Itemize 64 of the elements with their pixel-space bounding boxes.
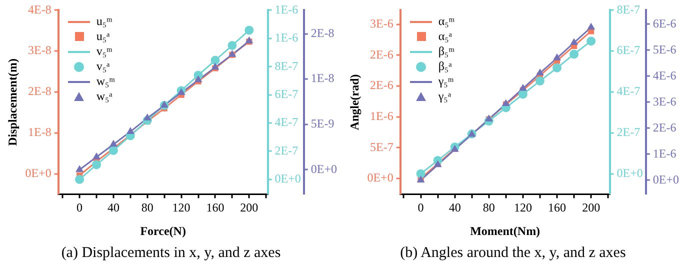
legend-label: α₅ᵃ xyxy=(438,29,452,44)
y-tick-label: 2E-6 xyxy=(370,47,394,62)
y3-tick-label: 0E+0 xyxy=(310,162,338,176)
y-tick-label: 3E-6 xyxy=(370,16,394,31)
x-tick-label: 120 xyxy=(514,200,532,215)
x-tick-label: 120 xyxy=(172,200,190,215)
y2-tick-label: 6E-7 xyxy=(616,43,640,58)
x-tick-label: 80 xyxy=(482,200,495,215)
y-tick-label: 1E-6 xyxy=(370,108,394,123)
legend-label: w₅ᵃ xyxy=(96,89,112,104)
x-tick-label: 40 xyxy=(107,200,120,215)
y2-tick-label: 0E+0 xyxy=(616,166,643,180)
y-axis-title: Angle(rad) xyxy=(347,74,362,130)
legend-label: u₅ᵐ xyxy=(96,14,112,30)
y-tick-label: 2E-6 xyxy=(370,78,394,92)
y3-tick-label: 1E-8 xyxy=(310,71,334,86)
y2-tick-label: 1E-6 xyxy=(274,30,298,45)
y-tick-label: 5E-7 xyxy=(370,140,394,154)
text: (a) Displacements in x, y, and z axes xyxy=(60,244,282,263)
y-axis-title: Displacement(m) xyxy=(5,58,20,146)
y-tick-label: 0E+0 xyxy=(25,166,52,180)
y-tick-label: 0E+0 xyxy=(367,170,394,185)
x-tick-label: 0 xyxy=(76,200,83,215)
x-tick-label: 200 xyxy=(240,200,258,215)
y3-tick-label: 0E+0 xyxy=(652,172,680,186)
legend-label: γ₅ᵃ xyxy=(438,89,452,104)
y2-tick-label: 1E-6 xyxy=(274,2,298,16)
y-tick-label: 4E-8 xyxy=(28,2,52,16)
x-tick-label: 200 xyxy=(582,200,600,215)
legend-label: β₅ᵐ xyxy=(438,44,454,60)
y2-tick-label: 8E-7 xyxy=(616,2,640,16)
legend-label: α₅ᵐ xyxy=(438,14,455,30)
y3-tick-label: 5E-6 xyxy=(652,42,676,56)
legend-label: v₅ᵃ xyxy=(96,59,110,74)
y-tick-label: 2E-8 xyxy=(28,84,52,98)
x-tick-label: 160 xyxy=(206,200,224,215)
y-tick-label: 3E-8 xyxy=(28,43,52,58)
x-tick-label: 40 xyxy=(448,200,461,215)
y3-tick-label: 3E-6 xyxy=(652,94,676,108)
y3-tick-label: 1E-6 xyxy=(652,146,676,160)
x-tick-label: 0 xyxy=(418,200,424,215)
x-tick-label: 160 xyxy=(548,200,566,215)
text: (b) Angles around the x, y, and z axes xyxy=(399,244,627,263)
x-tick-label: 80 xyxy=(141,200,154,215)
y3-tick-label: 6E-6 xyxy=(652,16,676,30)
y2-tick-label: 4E-7 xyxy=(616,84,640,98)
x-axis-title: Force(N) xyxy=(140,224,186,238)
legend-label: γ₅ᵐ xyxy=(438,74,454,90)
legend-label: w₅ᵐ xyxy=(96,74,116,90)
y-tick-label: 1E-8 xyxy=(28,125,52,140)
y2-tick-label: 0E+0 xyxy=(274,172,301,186)
y2-tick-label: 4E-7 xyxy=(274,115,298,130)
legend-label: v₅ᵐ xyxy=(96,44,112,60)
legend-label: u₅ᵃ xyxy=(96,29,110,44)
legend-label: β₅ᵃ xyxy=(438,59,452,74)
y2-tick-label: 2E-7 xyxy=(616,125,640,140)
y2-tick-label: 6E-7 xyxy=(274,86,298,101)
y2-tick-label: 8E-7 xyxy=(274,58,298,73)
y3-tick-label: 2E-8 xyxy=(310,26,334,40)
y3-tick-label: 2E-6 xyxy=(652,120,676,134)
y3-tick-label: 5E-9 xyxy=(310,116,334,131)
y2-tick-label: 2E-7 xyxy=(274,143,298,158)
y3-tick-label: 4E-6 xyxy=(652,68,676,82)
x-axis-title: Moment(Nm) xyxy=(470,224,540,238)
